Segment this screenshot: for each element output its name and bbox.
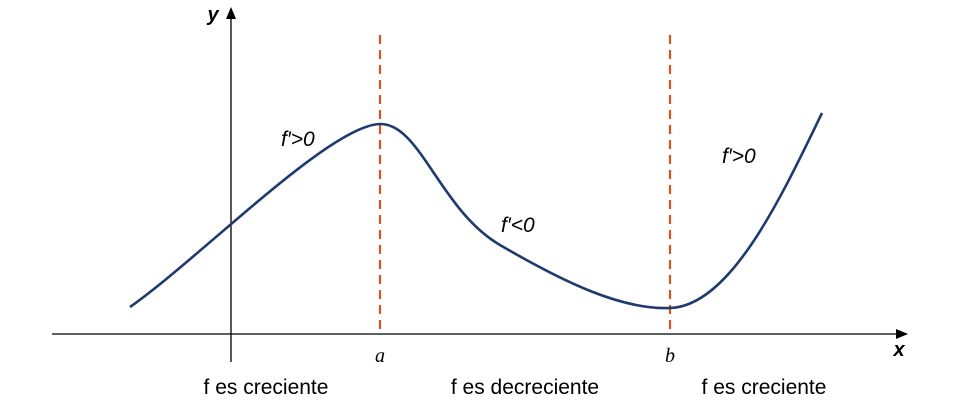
interval-label: f es creciente bbox=[702, 376, 827, 399]
slope-label: f′>0 bbox=[722, 145, 756, 168]
point-label: a bbox=[375, 345, 385, 367]
curve bbox=[129, 112, 824, 310]
y-axis-label: y bbox=[206, 4, 219, 26]
point-label: b bbox=[665, 345, 675, 367]
slope-label: f′>0 bbox=[281, 128, 315, 151]
x-axis-label: x bbox=[892, 339, 905, 361]
interval-label: f es creciente bbox=[204, 376, 329, 399]
interval-label: f es decreciente bbox=[451, 376, 599, 399]
slope-label: f′<0 bbox=[501, 214, 535, 237]
